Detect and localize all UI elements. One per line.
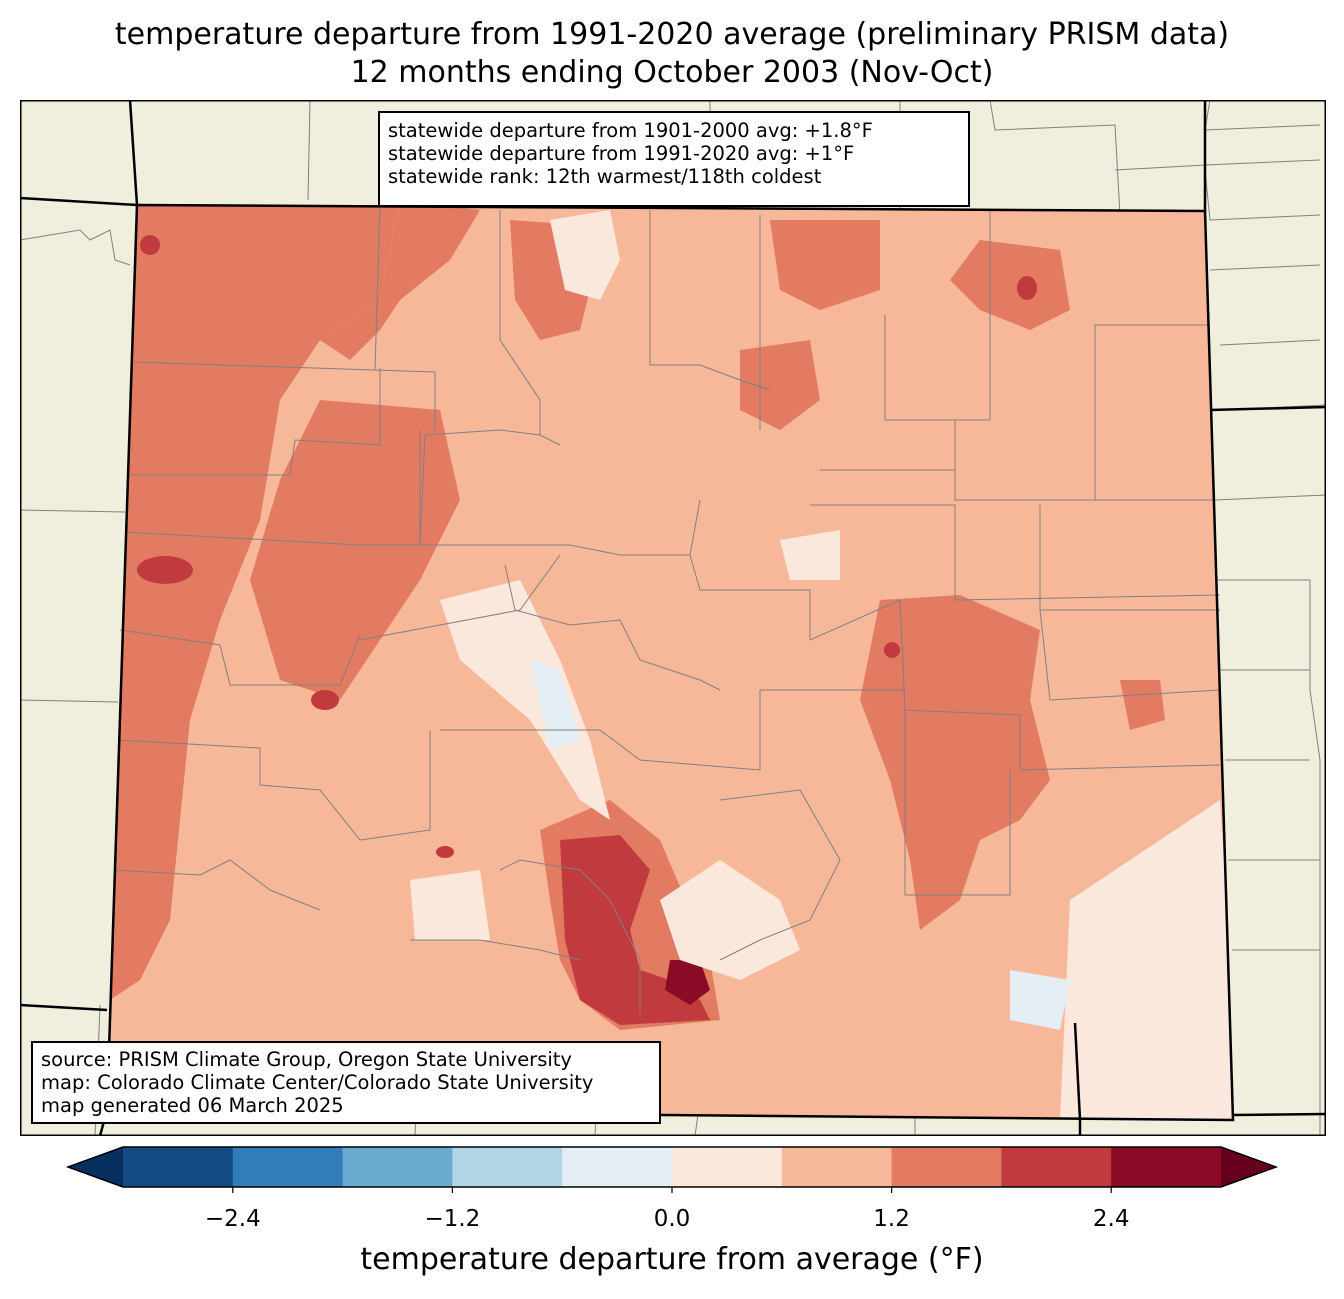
colorbar-bin [891,1147,1002,1187]
colorbar-bin [1001,1147,1112,1187]
colorbar-bin [781,1147,893,1187]
colorbar-bin [232,1147,344,1187]
map-title-line-1: temperature departure from 1991-2020 ave… [114,17,1230,52]
map-title-line-2: 12 months ending October 2003 (Nov-Oct) [350,55,994,90]
colorado-border [105,203,1235,1122]
colorbar-extend-high [1221,1147,1276,1187]
colorbar-tick-marks [232,1187,1112,1193]
credits-generated: map generated 06 March 2025 [41,1094,344,1117]
colorbar [65,1146,1279,1193]
stats-departure-1901-2000: statewide departure from 1901-2000 avg: … [388,119,873,142]
statewide-stats-box: statewide departure from 1901-2000 avg: … [378,111,970,207]
colorbar-tick-label: −1.2 [424,1206,481,1232]
colorbar-bin [452,1147,563,1187]
colorbar-bin [672,1147,783,1187]
colorbar-tick-label: 2.4 [1092,1206,1130,1232]
colorbar-extend-low [68,1147,123,1187]
credits-source: source: PRISM Climate Group, Oregon Stat… [41,1048,572,1071]
colorbar-bin [562,1147,673,1187]
temperature-contours [107,205,1233,1120]
colorbar-outline [65,1146,1279,1188]
colorbar-tick-label: 0.0 [653,1206,691,1232]
colorado-county-lines [114,204,1221,1015]
colorbar-bin [1111,1147,1222,1187]
state-borders [20,100,1326,1136]
credits-map: map: Colorado Climate Center/Colorado St… [41,1071,594,1094]
colorbar-tick-label: −2.4 [204,1206,261,1232]
stats-departure-1991-2020: statewide departure from 1991-2020 avg: … [388,142,855,165]
colorbar-bin [123,1147,234,1187]
colorbar-bin [342,1147,453,1187]
colorbar-tick-label: 1.2 [873,1206,910,1232]
colorado-temperature-map [20,100,1326,1136]
colorbar-bins [65,1146,1279,1188]
credits-box: source: PRISM Climate Group, Oregon Stat… [31,1041,661,1124]
map-frame [20,100,1326,1136]
colorbar-label: temperature departure from average (°F) [360,1242,984,1277]
stats-rank: statewide rank: 12th warmest/118th colde… [388,165,822,188]
